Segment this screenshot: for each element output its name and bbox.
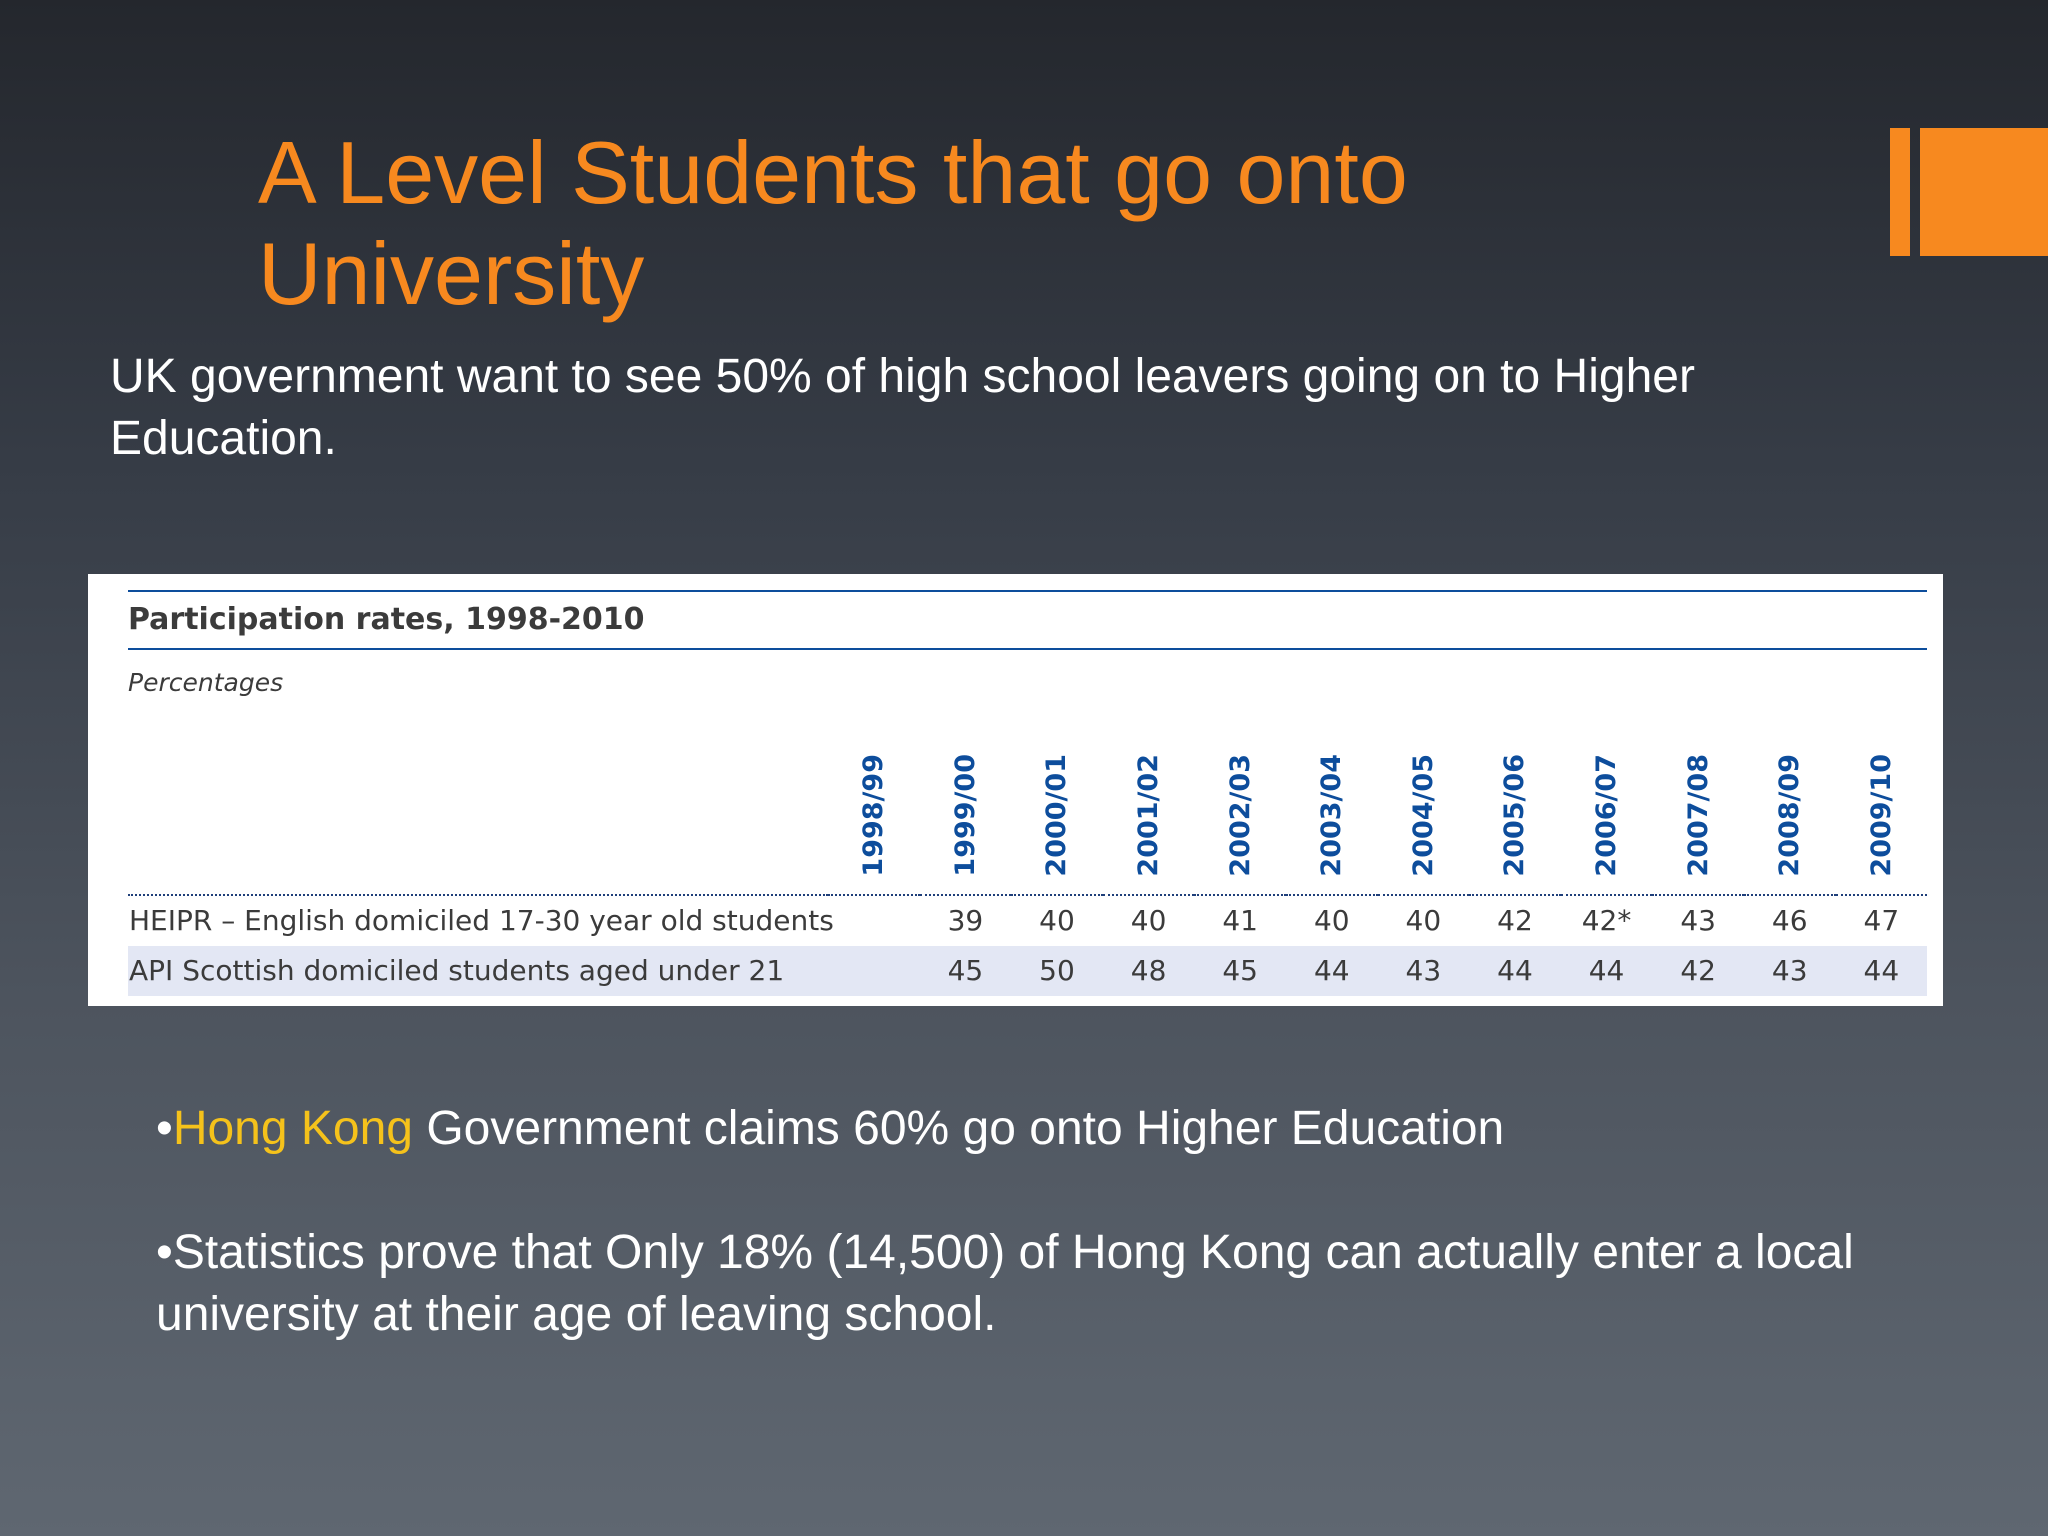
table-cell: 43 (1680, 904, 1716, 938)
accent-bar (1890, 128, 1910, 256)
table-cell: 40 (1130, 904, 1167, 938)
table-cell: 48 (1102, 945, 1195, 996)
table-cell: 43 (1743, 945, 1836, 996)
row-label: HEIPR – English domiciled 17-30 year old… (129, 904, 834, 938)
table-title: Participation rates, 1998-2010 (128, 590, 1927, 650)
highlight-text: Hong Kong (172, 1102, 413, 1155)
year-header: 2001/02 (1102, 754, 1195, 896)
table-cell: 44 (1469, 945, 1561, 996)
table-cell: 41 (1222, 904, 1258, 938)
table-cell: 42* (1581, 904, 1632, 938)
bullet-list: •Hong Kong Government claims 60% go onto… (156, 1098, 1956, 1408)
bullet-hong-kong-claim: •Hong Kong Government claims 60% go onto… (156, 1098, 1956, 1160)
table-cell: 40 (1313, 904, 1350, 938)
table-subtitle: Percentages (128, 668, 284, 697)
bullet-text: Statistics prove that Only 18% (14,500) … (156, 1226, 1854, 1341)
table-cell (828, 895, 920, 946)
accent-block (1920, 128, 2048, 256)
year-header: 2005/06 (1469, 754, 1561, 896)
table-cell: 44 (1285, 945, 1378, 996)
table-cell: 42 (1497, 904, 1533, 938)
slide-title: A Level Students that go onto University (258, 123, 1408, 323)
year-header: 2000/01 (1011, 754, 1103, 896)
year-header: 2009/10 (1835, 754, 1928, 896)
year-header: 2008/09 (1743, 754, 1836, 896)
table-cell: 39 (947, 904, 984, 938)
table-cell: 45 (1194, 945, 1286, 996)
table-cell: 44 (1835, 945, 1928, 996)
bullet-marker: • (156, 1226, 173, 1279)
table-cell: 42 (1652, 945, 1744, 996)
participation-rates-table: 1998/99 1999/00 2000/01 2001/02 2002/03 … (128, 754, 1928, 996)
table-cell: 46 (1771, 904, 1808, 938)
year-header: 2002/03 (1194, 754, 1286, 896)
table-cell: 50 (1011, 945, 1103, 996)
table-row-heipr: HEIPR – English domiciled 17-30 year old… (128, 895, 1927, 946)
participation-table-image: Participation rates, 1998-2010 Percentag… (88, 574, 1943, 1006)
intro-text: UK government want to see 50% of high sc… (110, 350, 1695, 465)
row-label: API Scottish domiciled students aged und… (128, 945, 828, 996)
table-cell (828, 945, 920, 996)
bullet-marker: • (156, 1102, 173, 1155)
table-cell: 45 (919, 945, 1012, 996)
year-header: 1998/99 (828, 754, 920, 896)
bullet-statistics: •Statistics prove that Only 18% (14,500)… (156, 1222, 1956, 1346)
year-header: 2003/04 (1285, 754, 1378, 896)
year-header: 2007/08 (1652, 754, 1744, 896)
table-cell: 40 (1039, 904, 1075, 938)
table-cell: 43 (1377, 945, 1470, 996)
table-cell: 44 (1560, 945, 1653, 996)
table-header-row: 1998/99 1999/00 2000/01 2001/02 2002/03 … (128, 754, 1928, 896)
year-header: 2004/05 (1377, 754, 1470, 896)
table-row-api: API Scottish domiciled students aged und… (128, 945, 1928, 996)
table-cell: 40 (1405, 904, 1442, 938)
year-header: 1999/00 (919, 754, 1012, 896)
row-label-header (128, 754, 828, 896)
bullet-text: Government claims 60% go onto Higher Edu… (413, 1102, 1505, 1155)
table-cell: 47 (1863, 904, 1900, 938)
year-header: 2006/07 (1560, 754, 1653, 896)
